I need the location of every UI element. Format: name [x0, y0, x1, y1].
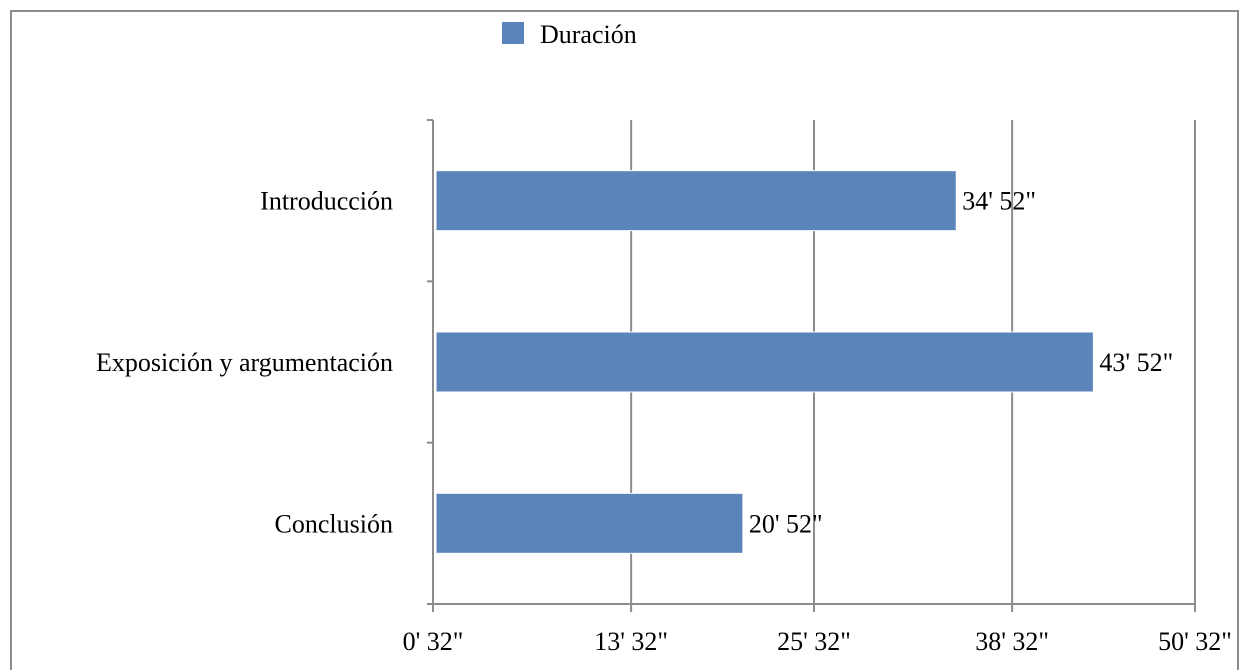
legend-swatch — [502, 22, 524, 44]
x-tick-labels: 0' 32" 13' 32" 25' 32" 38' 32" 50' 32" — [403, 627, 1232, 656]
x-tick-label: 0' 32" — [403, 627, 464, 656]
x-tick-label: 13' 32" — [594, 627, 668, 656]
legend: Duración — [502, 20, 637, 49]
x-tick-label: 38' 32" — [975, 627, 1049, 656]
bar — [435, 170, 957, 232]
bars — [435, 170, 1094, 554]
category-label: Conclusión — [275, 509, 393, 538]
bar — [435, 492, 744, 554]
bar-value-labels: 34' 52" 43' 52" 20' 52" — [749, 187, 1173, 539]
category-labels: Introducción Exposición y argumentación Co… — [96, 187, 393, 539]
x-tick-label: 50' 32" — [1158, 627, 1232, 656]
bar-value-label: 43' 52" — [1099, 348, 1173, 377]
category-label: Introducción — [260, 187, 393, 216]
bar-value-label: 34' 52" — [962, 187, 1036, 216]
axes — [427, 119, 1196, 612]
bar-value-label: 20' 52" — [749, 509, 823, 538]
category-label: Exposición y argumentación — [96, 348, 393, 377]
x-tick-label: 25' 32" — [777, 627, 851, 656]
legend-label: Duración — [540, 20, 637, 49]
bar — [435, 331, 1094, 393]
